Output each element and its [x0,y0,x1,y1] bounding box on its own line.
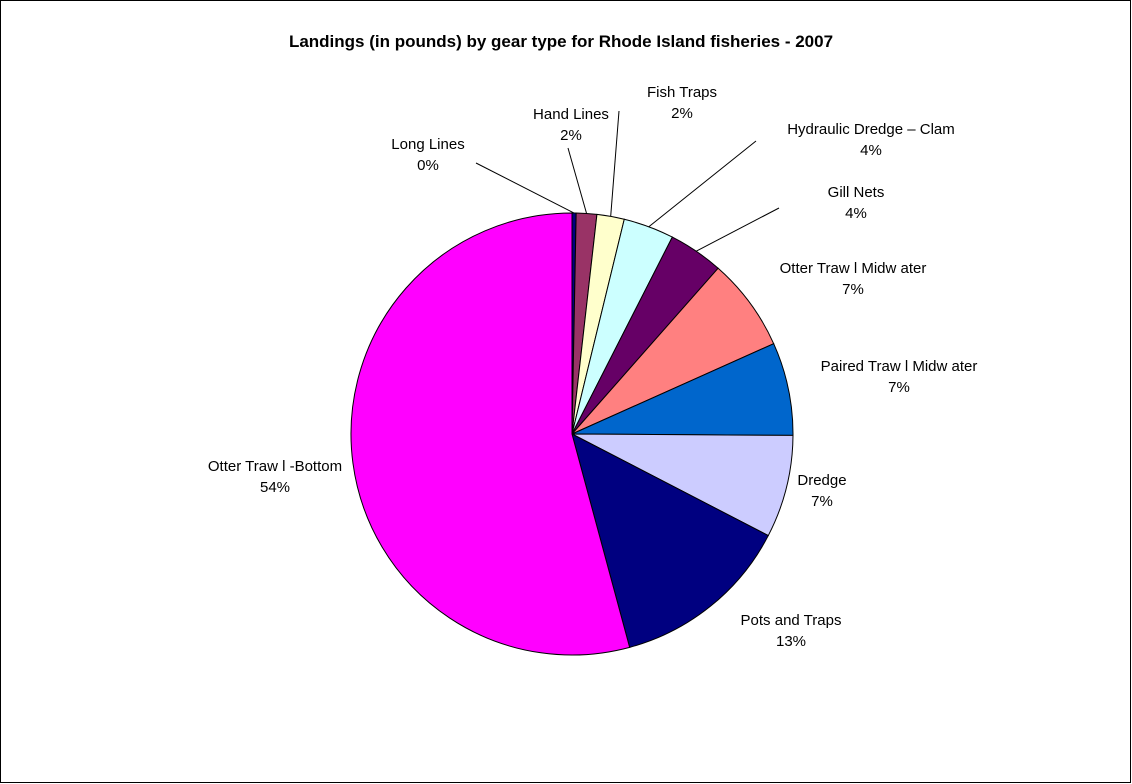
slice-label-name-otter-traw-l-midw-ater: Otter Traw l Midw ater [780,260,927,277]
slice-label-name-otter-traw-l-bottom: Otter Traw l -Bottom [208,458,342,475]
leader-line-hand-lines [567,147,588,214]
slice-label-percent-paired-traw-l-midw-ater: 7% [888,379,910,396]
pie-slices [350,212,794,656]
slice-label-percent-hydraulic-dredge-clam: 4% [860,142,882,159]
slice-label-percent-otter-traw-l-bottom: 54% [260,479,290,496]
pie-slice-pots-and-traps [571,433,769,648]
slice-label-name-fish-traps: Fish Traps [647,84,717,101]
slice-labels: Long Lines 0% Hand Lines 2% Fish Traps 2% Hydr… [208,84,977,650]
pie-slice-otter-traw-l-bottom [350,212,631,656]
slice-label-name-hydraulic-dredge-clam: Hydraulic Dredge – Clam [787,121,955,138]
slice-label-name-gill-nets: Gill Nets [828,184,885,201]
slice-label-percent-gill-nets: 4% [845,205,867,222]
slice-label-percent-dredge: 7% [811,493,833,510]
slice-label-name-long-lines: Long Lines [391,136,464,153]
slice-label-name-paired-traw-l-midw-ater: Paired Traw l Midw ater [821,358,978,375]
slice-label-name-pots-and-traps: Pots and Traps [741,612,842,629]
leader-line-hydraulic-dredge-clam [648,140,757,228]
leader-line-long-lines [475,162,575,214]
leader-lines [475,110,780,252]
chart-title: Landings (in pounds) by gear type for Rh… [289,32,833,51]
slice-label-percent-hand-lines: 2% [560,127,582,144]
slice-label-percent-fish-traps: 2% [671,105,693,122]
leader-line-gill-nets [695,207,780,252]
pie-slice-dredge [571,433,794,537]
leader-line-fish-traps [610,110,620,217]
slice-label-percent-pots-and-traps: 13% [776,633,806,650]
slice-label-percent-long-lines: 0% [417,157,439,174]
slice-label-name-hand-lines: Hand Lines [533,106,609,123]
slice-label-percent-otter-traw-l-midw-ater: 7% [842,281,864,298]
slice-label-name-dredge: Dredge [797,472,846,489]
